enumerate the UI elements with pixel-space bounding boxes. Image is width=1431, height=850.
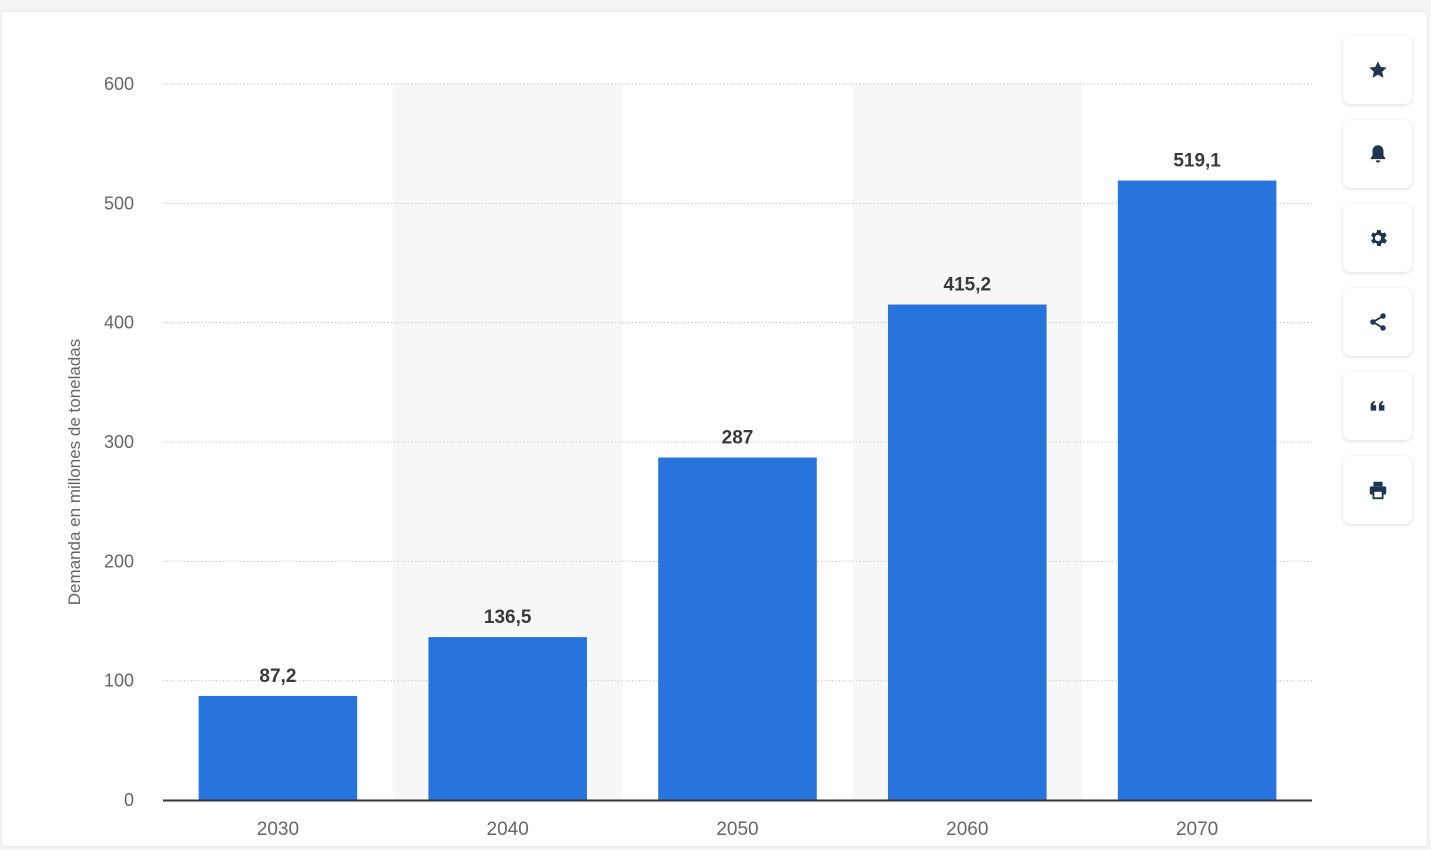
- bar[interactable]: [1117, 180, 1277, 801]
- gear-icon: [1370, 230, 1387, 246]
- chart-toolbar: [1343, 36, 1412, 540]
- bar[interactable]: [198, 695, 358, 800]
- share-icon: [1369, 313, 1386, 331]
- y-tick-label: 100: [104, 671, 134, 691]
- x-tick-label: 2040: [487, 819, 529, 840]
- y-axis-ticks: 0 100 200 300 400 500 600: [104, 74, 134, 810]
- y-tick-label: 200: [104, 551, 134, 571]
- y-tick-label: 0: [124, 790, 134, 810]
- y-tick-label: 300: [104, 432, 134, 452]
- value-labels: 87,2 136,5 287 415,2 519,1: [259, 151, 1221, 687]
- x-tick-label: 2070: [1176, 819, 1218, 840]
- bar[interactable]: [658, 457, 817, 800]
- bell-icon: [1370, 145, 1385, 163]
- settings-button[interactable]: [1343, 204, 1412, 272]
- bar[interactable]: [428, 637, 587, 800]
- x-tick-label: 2060: [946, 819, 988, 840]
- y-tick-label: 400: [104, 313, 134, 333]
- y-tick-label: 500: [104, 193, 134, 213]
- bar[interactable]: [888, 304, 1047, 800]
- share-button[interactable]: [1343, 288, 1412, 356]
- favorite-button[interactable]: [1343, 36, 1412, 104]
- star-icon: [1368, 61, 1387, 78]
- cite-button[interactable]: [1343, 372, 1412, 440]
- data-label: 136,5: [484, 607, 532, 628]
- notification-button[interactable]: [1343, 120, 1412, 188]
- x-axis-ticks: 2030 2040 2050 2060 2070: [257, 819, 1218, 840]
- x-tick-label: 2030: [257, 819, 299, 840]
- y-tick-label: 600: [104, 74, 134, 94]
- printer-icon: [1369, 481, 1386, 500]
- data-label: 519,1: [1173, 151, 1221, 172]
- y-axis-label: Demanda en millones de toneladas: [65, 339, 84, 606]
- data-label: 287: [722, 428, 754, 449]
- bars: [198, 180, 1277, 801]
- data-label: 415,2: [944, 275, 992, 296]
- quote-icon: [1370, 400, 1384, 411]
- print-button[interactable]: [1343, 456, 1412, 524]
- data-label: 87,2: [259, 666, 296, 687]
- x-tick-label: 2050: [716, 819, 758, 840]
